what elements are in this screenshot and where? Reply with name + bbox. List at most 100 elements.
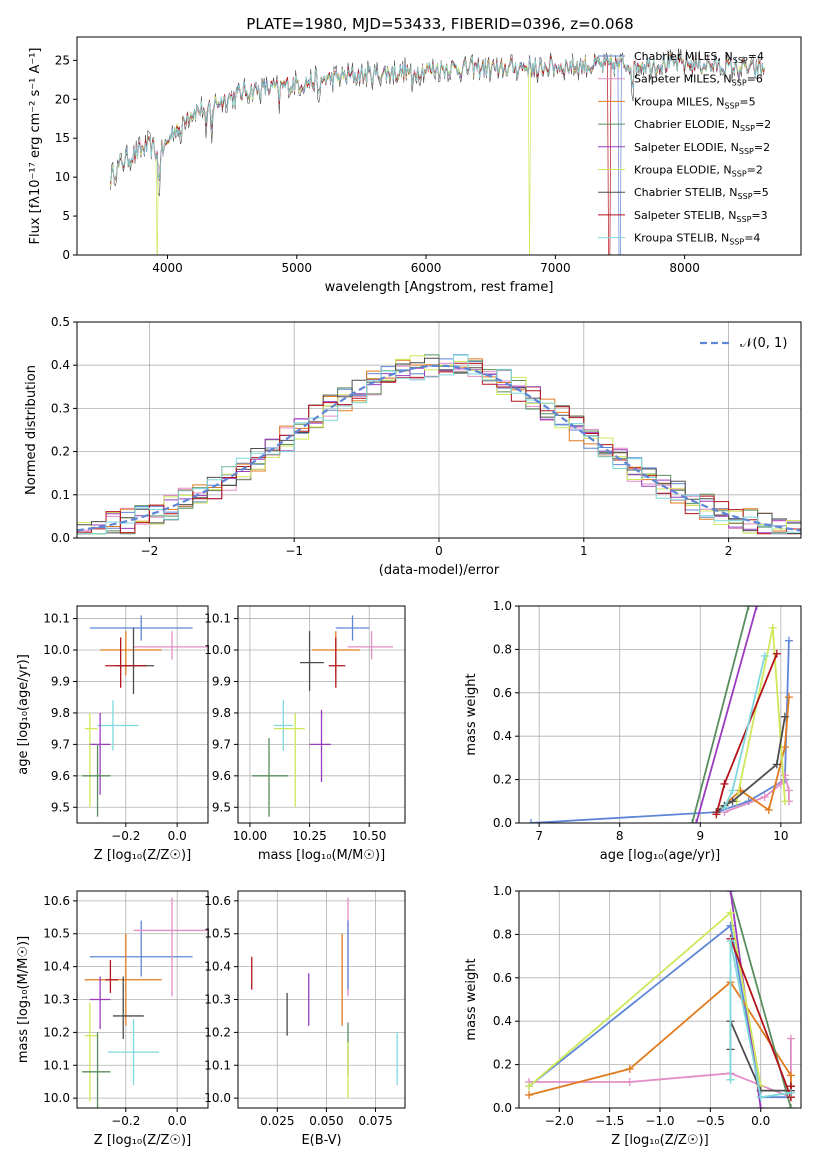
y-tick-label: 0.4 (51, 358, 70, 372)
y-tick-label: 9.8 (51, 706, 70, 720)
x-axis-label: mass [log₁₀(M/M☉)] (258, 848, 385, 863)
massweight_vs_age-panel: 7 8 9 10 0.0 0.2 0.4 0.6 0.8 1.0 age [log₁₀(age/yr… (464, 599, 802, 863)
y-axis-label: age [log₁₀(age/yr)] (16, 654, 31, 775)
x-tick-label: −1.0 (645, 1114, 674, 1128)
y-tick-label: 10.0 (43, 1091, 70, 1105)
x-tick-label: −2 (141, 544, 159, 558)
y-tick-label: 15 (55, 131, 70, 145)
x-axis-label: age [log₁₀(age/yr)] (600, 848, 721, 863)
legend-label: Chabrier ELODIE, NSSP=2 (634, 118, 771, 133)
y-tick-label: 10.6 (43, 894, 70, 908)
y-tick-label: 0.6 (493, 686, 512, 700)
age_vs_mass-panel: 10.00 10.25 10.50 9.5 9.6 9.7 9.8 9.9 10.0 10.1 ma… (204, 605, 406, 863)
axes-frame (518, 605, 802, 824)
y-tick-label: 0.2 (493, 773, 512, 787)
y-tick-label: 10.4 (43, 960, 70, 974)
y-tick-label: 0.4 (493, 729, 512, 743)
x-tick-label: −1.5 (595, 1114, 624, 1128)
x-tick-label: −2.0 (545, 1114, 574, 1128)
y-tick-label: 9.7 (212, 737, 231, 751)
x-tick-label: 0.075 (358, 1114, 392, 1128)
x-tick-label: 7 (535, 829, 543, 843)
x-tick-label: 0.0 (751, 1114, 770, 1128)
plot-area (251, 897, 398, 1099)
y-tick-label: 9.5 (51, 800, 70, 814)
y-axis-label: mass [log₁₀(M/M☉)] (16, 936, 31, 1063)
legend-label: Salpeter MILES, NSSP=6 (634, 73, 763, 88)
x-tick-label: −1 (285, 544, 303, 558)
y-tick-label: 0.5 (51, 315, 70, 329)
residuals-panel: −2 −1 0 1 2 0.0 0.1 0.2 0.3 0.4 0.5 (data-model)/er… (24, 315, 802, 578)
legend-label: Kroupa MILES, NSSP=5 (634, 95, 756, 110)
y-tick-label: 9.5 (212, 800, 231, 814)
y-tick-label: 10 (55, 170, 70, 184)
y-tick-label: 9.8 (212, 706, 231, 720)
x-tick-label: 9 (696, 829, 704, 843)
legend-label: Salpeter ELODIE, NSSP=2 (634, 141, 770, 156)
x-tick-label: 0.0 (168, 829, 187, 843)
y-tick-label: 1.0 (493, 884, 512, 898)
x-tick-label: 10 (773, 829, 788, 843)
y-tick-label: 9.6 (51, 769, 70, 783)
x-tick-label: 10.25 (292, 829, 326, 843)
mass-weight-line (695, 606, 758, 823)
y-tick-label: 0.3 (51, 401, 70, 415)
x-axis-label: Z [log₁₀(Z/Z☉)] (611, 1133, 708, 1148)
legend-label: 𝒩(0, 1) (740, 336, 787, 351)
x-tick-label: 0 (435, 544, 443, 558)
x-axis-label: (data-model)/error (379, 563, 500, 578)
y-tick-label: 1.0 (493, 599, 512, 613)
x-tick-label: 5000 (282, 261, 313, 275)
x-axis-label: Z [log₁₀(Z/Z☉)] (94, 848, 191, 863)
mass-weight-line (528, 910, 762, 1087)
plot-area (82, 615, 208, 817)
y-tick-label: 10.1 (43, 1058, 70, 1072)
y-tick-label: 20 (55, 92, 70, 106)
y-axis-label: Normed distribution (24, 365, 39, 495)
mass_vs_ebv-panel: 0.025 0.050 0.075 10.0 10.1 10.2 10.3 10.4 10.5 1… (204, 890, 406, 1148)
spectrum-panel: 4000 5000 6000 7000 8000 0 5 10 15 20 25 wavelength… (28, 36, 802, 295)
y-tick-label: 25 (55, 53, 70, 67)
x-tick-label: 0.025 (260, 1114, 294, 1128)
x-tick-label: −0.5 (696, 1114, 725, 1128)
y-axis-label: mass weight (464, 673, 479, 755)
y-tick-label: 9.7 (51, 737, 70, 751)
y-tick-label: 0.8 (493, 642, 512, 656)
legend-label: Kroupa STELIB, NSSP=4 (634, 232, 760, 247)
x-tick-label: −0.2 (111, 1114, 140, 1128)
age_vs_Z-panel: −0.2 0.0 9.5 9.6 9.7 9.8 9.9 10.0 10.1 Z [log₁₀(Z… (16, 605, 209, 863)
y-tick-label: 10.1 (204, 1058, 231, 1072)
y-tick-label: 0 (62, 248, 70, 262)
x-tick-label: 2 (725, 544, 733, 558)
plot-area (252, 615, 394, 817)
y-tick-label: 0.2 (51, 445, 70, 459)
x-tick-label: 1 (580, 544, 588, 558)
y-tick-label: 0.2 (493, 1058, 512, 1072)
x-tick-label: 10.00 (233, 829, 267, 843)
y-tick-label: 10.4 (204, 960, 231, 974)
normal-curve (77, 364, 801, 532)
massweight_vs_Z-panel: −2.0 −1.5 −1.0 −0.5 0.0 0.0 0.2 0.4 0.6 0.8 1.0 Z [… (464, 884, 802, 1148)
axes-frame (237, 605, 406, 824)
y-tick-label: 0.1 (51, 488, 70, 502)
y-tick-label: 0.0 (493, 1101, 512, 1115)
spectrum-legend: Chabrier MILES, NSSP=4 Salpeter MILES, NS… (598, 50, 771, 247)
y-tick-label: 10.0 (204, 1091, 231, 1105)
legend-label: Chabrier STELIB, NSSP=5 (634, 186, 769, 201)
axes-frame (76, 36, 802, 256)
plot-area (525, 891, 795, 1108)
mass_vs_Z-panel: −0.2 0.0 10.0 10.1 10.2 10.3 10.4 10.5 10.6 Z [lo… (16, 890, 209, 1148)
x-tick-label: 8 (616, 829, 624, 843)
y-tick-label: 5 (62, 209, 70, 223)
y-tick-label: 10.5 (43, 927, 70, 941)
legend-label: Salpeter STELIB, NSSP=3 (634, 209, 768, 224)
mass-weight-line (729, 940, 792, 1099)
y-tick-label: 0.0 (51, 531, 70, 545)
y-tick-label: 10.3 (204, 993, 231, 1007)
x-tick-label: 7000 (540, 261, 571, 275)
x-tick-label: −0.2 (111, 829, 140, 843)
mass-weight-line (528, 924, 791, 1099)
axes-frame (76, 605, 209, 824)
x-tick-label: 8000 (669, 261, 700, 275)
